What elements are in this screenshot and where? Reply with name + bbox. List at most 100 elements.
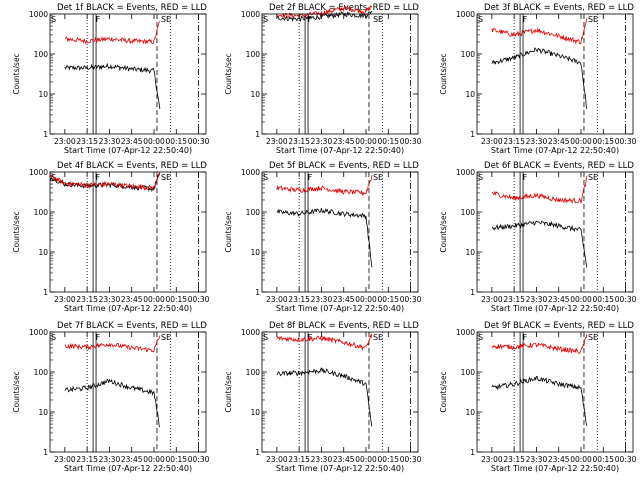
y-tick-label: 1000 (241, 328, 260, 337)
chart-title: Det 7f BLACK = Events, RED = LLD (57, 321, 207, 331)
x-tick-label: 00:00 (143, 295, 165, 304)
x-axis-label: Start Time (07-Apr-12 22:50:40) (64, 464, 192, 473)
x-tick-label: 23:45 (121, 137, 143, 146)
phase-marker: SE (588, 173, 598, 182)
x-tick-label: 00:30 (188, 137, 210, 146)
x-tick-label: 00:00 (570, 295, 592, 304)
x-tick-label: 23:00 (54, 455, 76, 464)
x-tick-label: 00:00 (355, 137, 377, 146)
x-tick-label: 00:15 (592, 455, 614, 464)
x-tick-label: 23:15 (503, 137, 525, 146)
y-tick-label: 1 (255, 288, 260, 297)
lld-series-line (276, 333, 373, 351)
x-tick-label: 00:30 (188, 455, 210, 464)
x-tick-label: 23:30 (526, 295, 548, 304)
phase-marker: SE (373, 173, 383, 182)
x-tick-label: 00:15 (592, 137, 614, 146)
phase-marker: F (96, 15, 101, 24)
chart-title: Det 1f BLACK = Events, RED = LLD (57, 3, 207, 13)
lld-series-line (491, 334, 588, 355)
x-tick-label: 23:30 (526, 455, 548, 464)
chart-title: Det 6f BLACK = Events, RED = LLD (484, 161, 634, 171)
chart-title: Det 4f BLACK = Events, RED = LLD (57, 161, 207, 171)
x-tick-label: 23:00 (54, 295, 76, 304)
x-tick-label: 23:00 (266, 295, 288, 304)
plot-frame (49, 331, 207, 453)
chart-title: Det 9f BLACK = Events, RED = LLD (484, 321, 634, 331)
x-tick-label: 00:15 (165, 295, 187, 304)
x-tick-label: 23:15 (288, 137, 310, 146)
x-tick-label: 23:15 (288, 295, 310, 304)
y-tick-label: 100 (246, 50, 261, 59)
x-tick-label: 00:15 (592, 295, 614, 304)
y-tick-label: 10 (465, 408, 475, 417)
y-axis-label: Counts/sec (12, 371, 21, 412)
x-axis-label: Start Time (07-Apr-12 22:50:40) (64, 304, 192, 313)
x-tick-label: 23:30 (311, 295, 333, 304)
y-tick-label: 1000 (29, 328, 48, 337)
x-tick-label: 00:15 (165, 137, 187, 146)
x-tick-label: 00:15 (377, 137, 399, 146)
y-axis-label: Counts/sec (439, 371, 448, 412)
x-axis-label: Start Time (07-Apr-12 22:50:40) (276, 304, 404, 313)
x-tick-label: 00:15 (377, 455, 399, 464)
y-tick-label: 1 (255, 448, 260, 457)
x-tick-label: 23:15 (76, 137, 98, 146)
x-tick-label: 00:30 (400, 455, 422, 464)
y-axis-label: Counts/sec (224, 53, 233, 94)
x-tick-label: 00:30 (400, 295, 422, 304)
y-tick-label: 1000 (456, 10, 475, 19)
phase-marker: F (523, 173, 528, 182)
x-tick-label: 23:45 (333, 455, 355, 464)
x-axis-label: Start Time (07-Apr-12 22:50:40) (491, 464, 619, 473)
x-tick-label: 23:15 (76, 295, 98, 304)
chart-title: Det 3f BLACK = Events, RED = LLD (484, 3, 634, 13)
y-tick-label: 1 (43, 130, 48, 139)
x-tick-label: 23:00 (266, 455, 288, 464)
x-tick-label: 23:30 (311, 137, 333, 146)
phase-marker: S (263, 173, 268, 182)
y-tick-label: 100 (34, 208, 49, 217)
lld-series-line (276, 175, 373, 197)
x-axis-label: Start Time (07-Apr-12 22:50:40) (491, 146, 619, 155)
phase-marker: SE (373, 15, 383, 24)
y-tick-label: 1000 (456, 168, 475, 177)
lld-series-line (491, 175, 588, 205)
plot-frame (476, 13, 634, 135)
x-tick-label: 23:00 (266, 137, 288, 146)
plot-frame (261, 331, 419, 453)
y-tick-label: 1 (255, 130, 260, 139)
y-tick-label: 100 (246, 208, 261, 217)
events-series-line (64, 62, 161, 110)
y-tick-label: 10 (38, 90, 48, 99)
y-tick-label: 1000 (29, 10, 48, 19)
y-tick-label: 10 (38, 248, 48, 257)
x-tick-label: 23:45 (548, 295, 570, 304)
x-tick-label: 23:15 (288, 455, 310, 464)
x-tick-label: 00:00 (143, 455, 165, 464)
x-tick-label: 00:00 (355, 295, 377, 304)
x-axis-label: Start Time (07-Apr-12 22:50:40) (491, 304, 619, 313)
phase-marker: F (308, 15, 313, 24)
y-axis-label: Counts/sec (224, 211, 233, 252)
x-tick-label: 00:30 (615, 455, 637, 464)
x-tick-label: 23:00 (481, 295, 503, 304)
events-series-line (64, 378, 161, 428)
x-tick-label: 23:15 (503, 455, 525, 464)
y-tick-label: 100 (246, 368, 261, 377)
events-series-line (491, 220, 588, 268)
y-tick-label: 100 (461, 368, 476, 377)
y-tick-label: 10 (465, 90, 475, 99)
phase-marker: F (308, 173, 313, 182)
y-tick-label: 1000 (241, 168, 260, 177)
x-tick-label: 23:15 (76, 455, 98, 464)
y-axis-label: Counts/sec (12, 211, 21, 252)
phase-marker: SE (161, 333, 171, 342)
lld-series-line (276, 4, 373, 20)
